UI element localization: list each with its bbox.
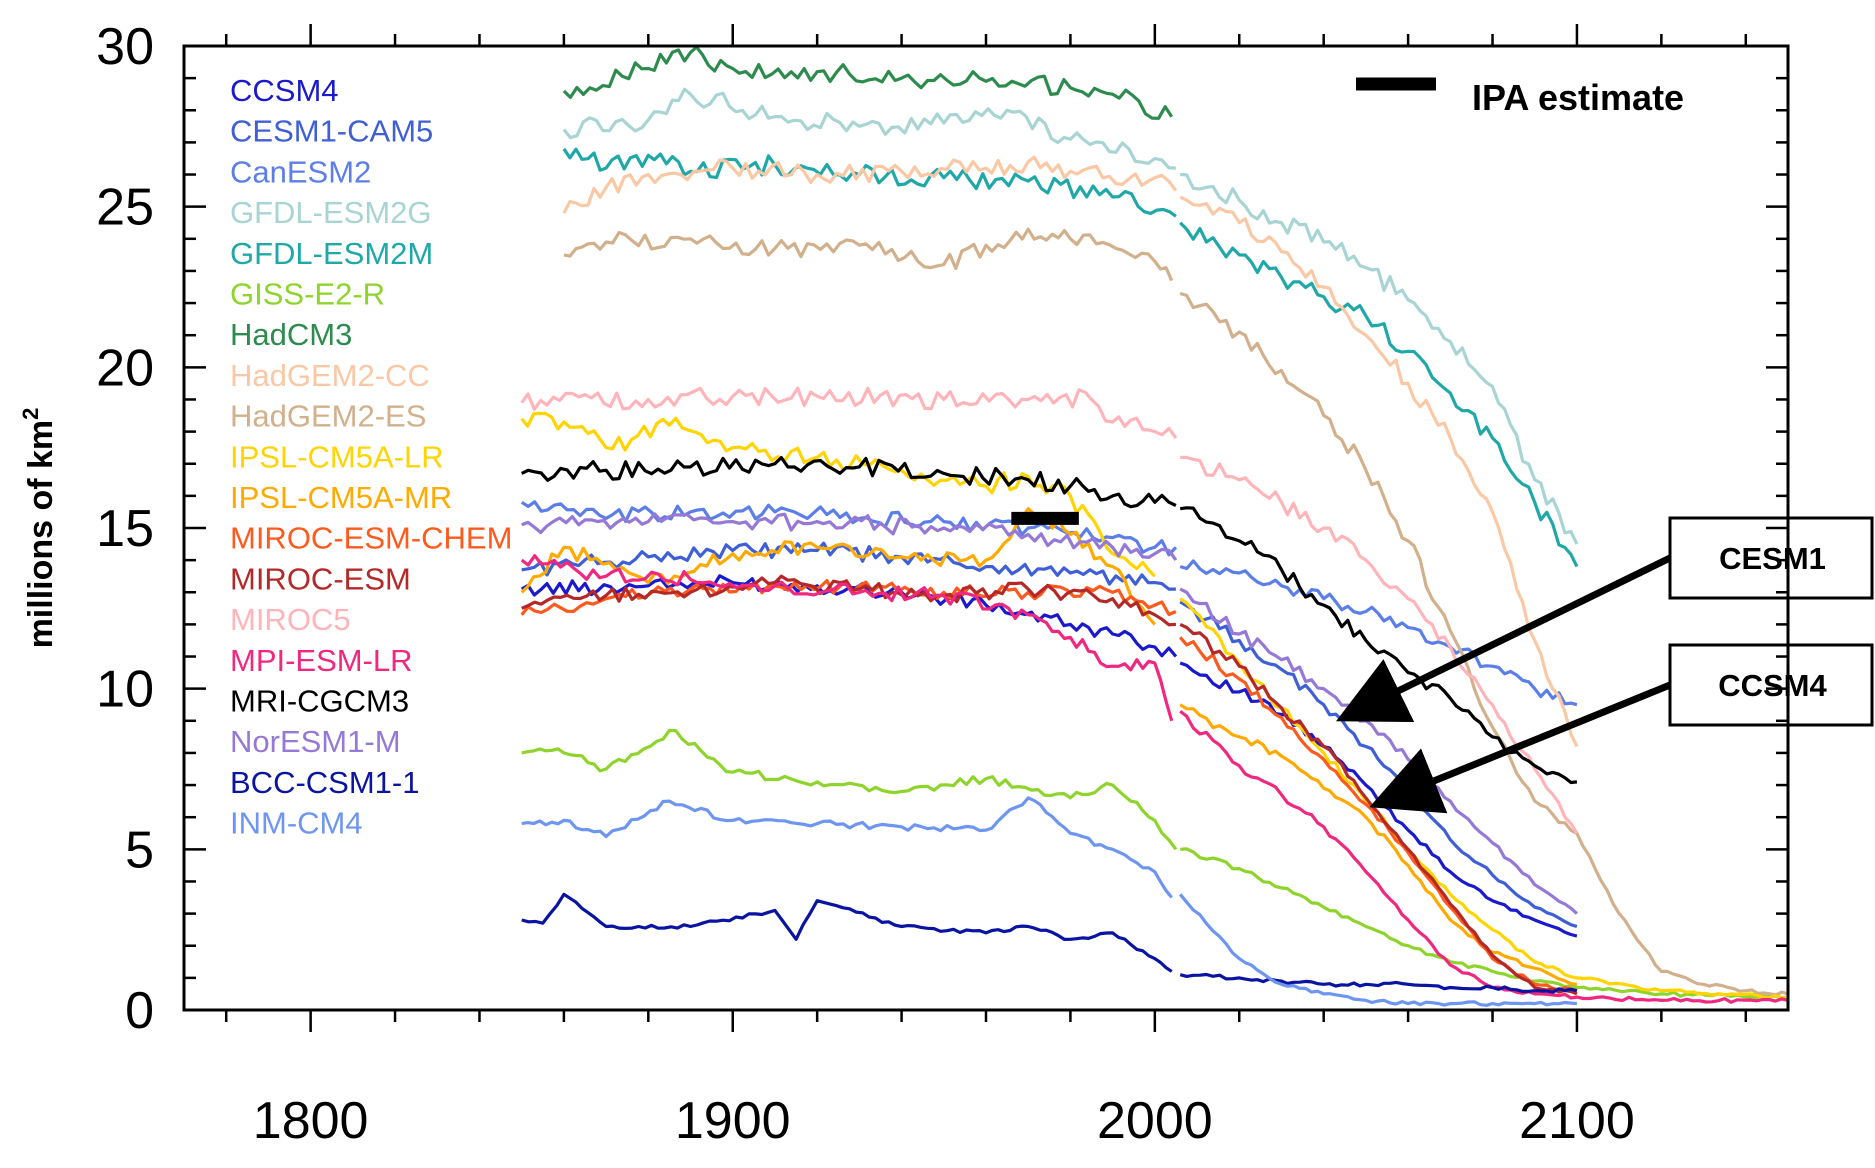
y-axis-label-text: millions of km xyxy=(22,420,60,649)
axis-layer: 0 5 10 15 20 25 30 1800 1900 2000 2100 xyxy=(96,18,1790,1150)
series-miroc5 xyxy=(520,386,1579,835)
y-tick-label: 20 xyxy=(96,339,154,397)
series-miroc-esm xyxy=(521,574,1578,996)
series-ipsl-cm5a-mr xyxy=(520,507,1578,986)
series-line-miroc-esm-0 xyxy=(521,574,1176,627)
series-line-hadgem2-cc-0 xyxy=(562,155,1178,214)
series-gfdl-esm2m xyxy=(562,147,1579,568)
x-tick-label: 2100 xyxy=(1519,1092,1635,1150)
series-line-miroc-esm-1 xyxy=(1179,622,1578,996)
series-canesm2 xyxy=(520,500,1578,707)
series-line-bcc-csm1-1-1 xyxy=(1179,972,1578,994)
series-line-gfdl-esm2m-0 xyxy=(562,147,1177,218)
legend-entry-ipsl-cm5a-lr: IPSL-CM5A-LR xyxy=(230,439,444,474)
series-bcc-csm1-1 xyxy=(521,892,1578,994)
series-line-noresm1-m-1 xyxy=(1179,587,1578,915)
series-line-giss-e2-r-0 xyxy=(521,728,1178,851)
series-line-inm-cm4-0 xyxy=(521,796,1173,899)
callout-box-ccsm4 xyxy=(1668,643,1874,727)
annotation-layer: IPA estimate CESM1 CCSM4 xyxy=(1011,77,1874,814)
series-inm-cm4 xyxy=(521,796,1578,1007)
series-layer xyxy=(520,46,1788,1007)
legend-entry-bcc-csm1-1: BCC-CSM1-1 xyxy=(230,765,419,800)
y-tick-label: 25 xyxy=(96,179,154,237)
series-line-mri-cgcm3-0 xyxy=(521,456,1177,509)
series-line-miroc5-1 xyxy=(1180,455,1579,835)
legend-entry-cesm1-cam5: CESM1-CAM5 xyxy=(230,114,433,149)
x-tick-label: 1800 xyxy=(253,1092,369,1150)
legend-entry-gfdl-esm2m: GFDL-ESM2M xyxy=(230,236,433,271)
series-noresm1-m xyxy=(521,512,1578,915)
legend-entry-mpi-esm-lr: MPI-ESM-LR xyxy=(230,643,413,678)
legend-entry-miroc5: MIROC5 xyxy=(230,602,351,637)
legend-entry-hadgem2-cc: HadGEM2-CC xyxy=(230,358,430,393)
legend-entry-mri-cgcm3: MRI-CGCM3 xyxy=(230,684,409,719)
y-tick-label: 5 xyxy=(125,821,154,879)
legend-entry-miroc-esm: MIROC-ESM xyxy=(230,561,411,596)
series-giss-e2-r xyxy=(521,728,1788,1000)
series-line-gfdl-esm2g-1 xyxy=(1180,172,1579,545)
series-mpi-esm-lr xyxy=(520,554,1788,1004)
series-line-gfdl-esm2g-0 xyxy=(562,87,1176,170)
series-line-hadcm3-0 xyxy=(562,46,1174,120)
legend-entry-canesm2: CanESM2 xyxy=(230,154,371,189)
series-line-mri-cgcm3-1 xyxy=(1179,506,1578,785)
series-hadgem2-cc xyxy=(562,155,1579,748)
y-tick-label: 0 xyxy=(125,982,154,1040)
series-line-mpi-esm-lr-0 xyxy=(520,554,1174,722)
legend-entry-miroc-esm-chem: MIROC-ESM-CHEM xyxy=(230,521,512,556)
x-tick-label: 1900 xyxy=(675,1092,791,1150)
series-line-giss-e2-r-1 xyxy=(1180,847,1788,1000)
y-tick-label: 10 xyxy=(96,661,154,719)
y-tick-label: 30 xyxy=(96,18,154,76)
series-line-gfdl-esm2m-1 xyxy=(1179,221,1579,568)
legend-entry-gfdl-esm2g: GFDL-ESM2G xyxy=(230,195,432,230)
series-line-hadgem2-es-0 xyxy=(563,227,1174,282)
callout-arrow-cesm1 xyxy=(1335,554,1672,723)
series-line-ipsl-cm5a-lr-0 xyxy=(520,411,1156,578)
series-line-noresm1-m-0 xyxy=(521,512,1178,562)
series-line-bcc-csm1-1-0 xyxy=(521,892,1173,973)
callout-label-ccsm4: CCSM4 xyxy=(1718,668,1827,703)
x-tick-label: 2000 xyxy=(1097,1092,1213,1150)
series-line-ipsl-cm5a-mr-1 xyxy=(1179,703,1578,986)
series-line-hadgem2-es-1 xyxy=(1179,291,1788,997)
callout-label-cesm1: CESM1 xyxy=(1719,541,1826,576)
series-line-inm-cm4-1 xyxy=(1178,893,1578,1007)
series-line-cesm1-cam5-0 xyxy=(521,541,1176,591)
legend-entry-hadcm3: HadCM3 xyxy=(230,317,352,352)
y-axis-label: millions of km2 xyxy=(18,408,60,649)
legend-entry-ipsl-cm5a-mr: IPSL-CM5A-MR xyxy=(230,480,452,515)
legend-entry-inm-cm4: INM-CM4 xyxy=(230,806,363,841)
series-line-hadgem2-cc-1 xyxy=(1179,195,1579,748)
callout-box-cesm1 xyxy=(1668,516,1874,600)
series-line-ipsl-cm5a-mr-0 xyxy=(520,507,1156,626)
series-line-canesm2-1 xyxy=(1179,559,1578,707)
series-hadgem2-es xyxy=(563,227,1788,997)
series-gfdl-esm2g xyxy=(562,87,1579,545)
series-hadcm3 xyxy=(562,46,1174,120)
legend-entry-noresm1-m: NorESM1-M xyxy=(230,724,401,759)
ipa-legend-label: IPA estimate xyxy=(1472,77,1684,118)
legend-entry-ccsm4: CCSM4 xyxy=(230,73,339,108)
series-line-miroc5-0 xyxy=(520,386,1178,439)
callout-arrow-ccsm4 xyxy=(1369,681,1672,814)
series-line-mpi-esm-lr-1 xyxy=(1179,709,1788,1004)
legend-entry-hadgem2-es: HadGEM2-ES xyxy=(230,399,426,434)
legend-entry-giss-e2-r: GISS-E2-R xyxy=(230,277,385,312)
y-tick-label: 15 xyxy=(96,500,154,558)
y-axis-label-superscript: 2 xyxy=(18,408,43,420)
legend: CCSM4 CESM1-CAM5 CanESM2 GFDL-ESM2G GFDL-ESM… xyxy=(230,73,512,841)
